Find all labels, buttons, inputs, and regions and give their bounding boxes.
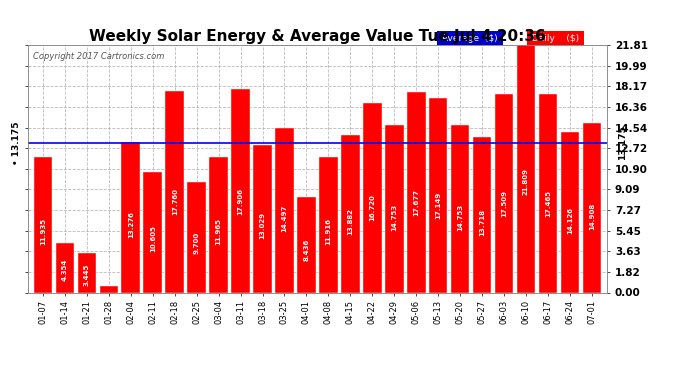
Text: 13.029: 13.029 [259, 213, 266, 240]
Bar [231, 89, 250, 292]
Bar [209, 157, 228, 292]
Bar [560, 132, 579, 292]
Bar [539, 94, 558, 292]
Bar [253, 145, 272, 292]
Text: 17.509: 17.509 [501, 190, 507, 217]
Text: Daily    ($): Daily ($) [529, 33, 582, 42]
Bar [121, 142, 140, 292]
Text: 9.700: 9.700 [194, 232, 199, 254]
Bar [144, 172, 162, 292]
Bar [319, 157, 337, 292]
Text: 13.276: 13.276 [128, 211, 134, 238]
Text: 14.908: 14.908 [589, 203, 595, 230]
Text: 17.465: 17.465 [545, 190, 551, 217]
Text: 8.436: 8.436 [304, 238, 309, 261]
Text: 14.753: 14.753 [457, 204, 463, 231]
Text: 3.445: 3.445 [84, 264, 90, 286]
Bar [99, 286, 118, 292]
Text: 17.906: 17.906 [237, 188, 244, 214]
Bar [495, 94, 513, 292]
Bar [34, 157, 52, 292]
Text: 21.809: 21.809 [523, 168, 529, 195]
Text: 11.916: 11.916 [326, 218, 331, 245]
Text: 14.753: 14.753 [391, 204, 397, 231]
Text: 13.175: 13.175 [618, 126, 627, 160]
Bar [275, 128, 294, 292]
Bar [385, 125, 404, 292]
Bar [56, 243, 75, 292]
Bar [517, 45, 535, 292]
Text: 13.882: 13.882 [347, 208, 353, 235]
Bar [363, 103, 382, 292]
Bar [582, 123, 601, 292]
Text: 11.965: 11.965 [215, 218, 221, 245]
Text: Average  ($): Average ($) [439, 33, 501, 42]
Text: 11.935: 11.935 [40, 218, 46, 245]
Bar [428, 98, 448, 292]
Text: 17.149: 17.149 [435, 191, 441, 219]
Text: • 13.175: • 13.175 [12, 121, 21, 165]
Bar [451, 125, 469, 292]
Text: 14.126: 14.126 [567, 207, 573, 234]
Text: 17.760: 17.760 [172, 188, 178, 215]
Title: Weekly Solar Energy & Average Value Tue Jul 4 20:36: Weekly Solar Energy & Average Value Tue … [89, 29, 546, 44]
Text: 14.497: 14.497 [282, 205, 288, 232]
Bar [187, 182, 206, 292]
Text: 17.677: 17.677 [413, 189, 420, 216]
Text: 10.605: 10.605 [150, 225, 156, 252]
Text: 16.720: 16.720 [369, 194, 375, 220]
Text: 13.718: 13.718 [479, 209, 485, 236]
Bar [341, 135, 359, 292]
Bar [297, 197, 316, 292]
Bar [473, 137, 491, 292]
Text: Copyright 2017 Cartronics.com: Copyright 2017 Cartronics.com [33, 53, 165, 62]
Text: 4.354: 4.354 [62, 259, 68, 282]
Bar [77, 254, 96, 292]
Bar [407, 92, 426, 292]
Bar [166, 91, 184, 292]
